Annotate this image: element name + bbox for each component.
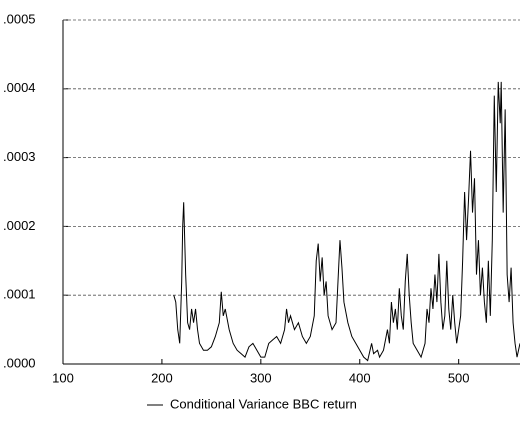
y-tick-label: .0003 <box>3 149 36 164</box>
legend-label: Conditional Variance BBC return <box>170 396 357 411</box>
x-tick-label: 100 <box>52 370 74 385</box>
x-tick-label: 200 <box>151 370 173 385</box>
y-tick-label: .0004 <box>3 80 36 95</box>
y-tick-label: .0001 <box>3 287 36 302</box>
y-tick-label: .0002 <box>3 218 36 233</box>
x-tick-label: 400 <box>349 370 371 385</box>
series-line <box>173 81 520 362</box>
y-tick-label: .0000 <box>3 355 36 370</box>
y-tick-label: .0005 <box>3 11 36 26</box>
x-tick-label: 500 <box>448 370 470 385</box>
x-tick-label: 300 <box>250 370 272 385</box>
